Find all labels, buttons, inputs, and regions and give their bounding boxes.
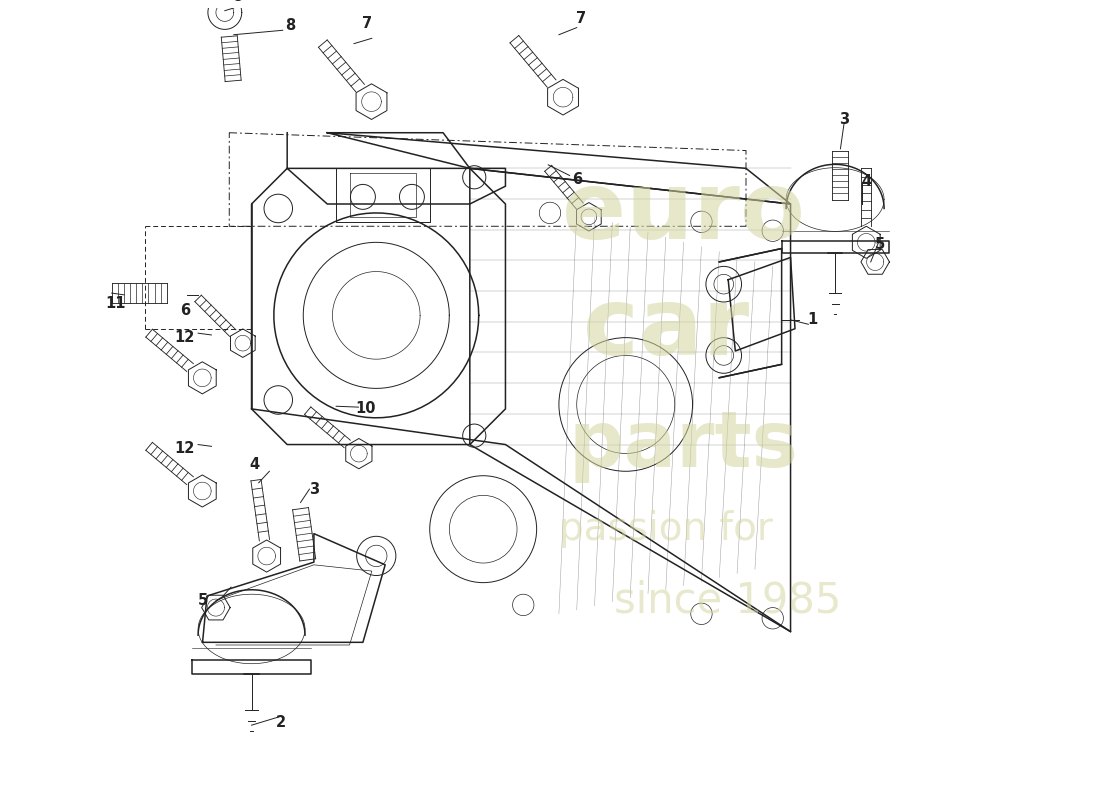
Text: 10: 10: [355, 402, 376, 417]
Text: 12: 12: [175, 330, 195, 345]
Text: 12: 12: [175, 442, 195, 457]
Text: 6: 6: [572, 171, 582, 186]
Text: 9: 9: [233, 0, 243, 4]
Text: car: car: [583, 282, 749, 374]
Text: 7: 7: [576, 11, 586, 26]
Text: euro: euro: [562, 167, 805, 259]
Text: 3: 3: [839, 112, 849, 127]
Text: 11: 11: [104, 296, 125, 311]
Text: 3: 3: [309, 482, 319, 497]
Text: parts: parts: [569, 406, 799, 482]
Text: 4: 4: [250, 457, 260, 472]
Text: 5: 5: [874, 237, 884, 251]
Text: passion for: passion for: [559, 510, 773, 548]
Text: 1: 1: [807, 312, 818, 327]
Text: 4: 4: [861, 174, 871, 190]
Text: 5: 5: [197, 593, 208, 608]
Text: 2: 2: [276, 715, 286, 730]
Text: since 1985: since 1985: [615, 579, 842, 622]
Text: 8: 8: [285, 18, 295, 34]
Text: 7: 7: [362, 16, 373, 30]
Text: 6: 6: [179, 303, 190, 318]
